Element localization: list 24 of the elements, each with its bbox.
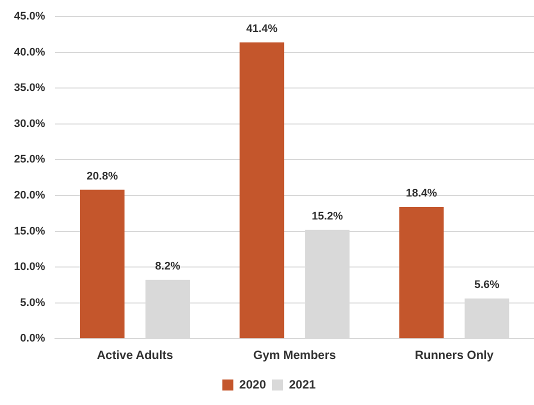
data-label: 15.2% — [312, 210, 344, 222]
y-tick-label: 25.0% — [14, 154, 46, 166]
y-tick-label: 10.0% — [14, 261, 46, 274]
x-tick-label: Gym Members — [253, 348, 336, 362]
bar — [80, 190, 125, 338]
data-label: 5.6% — [474, 279, 500, 292]
legend-label: 2020 — [239, 377, 266, 392]
y-tick-label: 35.0% — [14, 82, 46, 94]
data-label: 20.8% — [86, 170, 118, 182]
data-label: 41.4% — [246, 22, 278, 35]
y-tick-label: 20.0% — [14, 190, 46, 202]
y-tick-label: 15.0% — [14, 225, 46, 238]
y-tick-label: 0.0% — [20, 332, 46, 345]
y-tick-label: 30.0% — [14, 118, 46, 130]
bar — [240, 42, 284, 338]
data-label: 8.2% — [155, 260, 180, 272]
x-tick-label: Active Adults — [96, 348, 174, 362]
y-tick-label: 40.0% — [14, 46, 46, 58]
bar — [399, 206, 444, 338]
data-label: 18.4% — [406, 187, 438, 200]
x-tick-label: Runners Only — [414, 348, 494, 362]
y-tick-label: 45.0% — [14, 10, 46, 23]
y-tick-label: 5.0% — [20, 296, 46, 309]
legend-label: 2021 — [289, 377, 316, 392]
